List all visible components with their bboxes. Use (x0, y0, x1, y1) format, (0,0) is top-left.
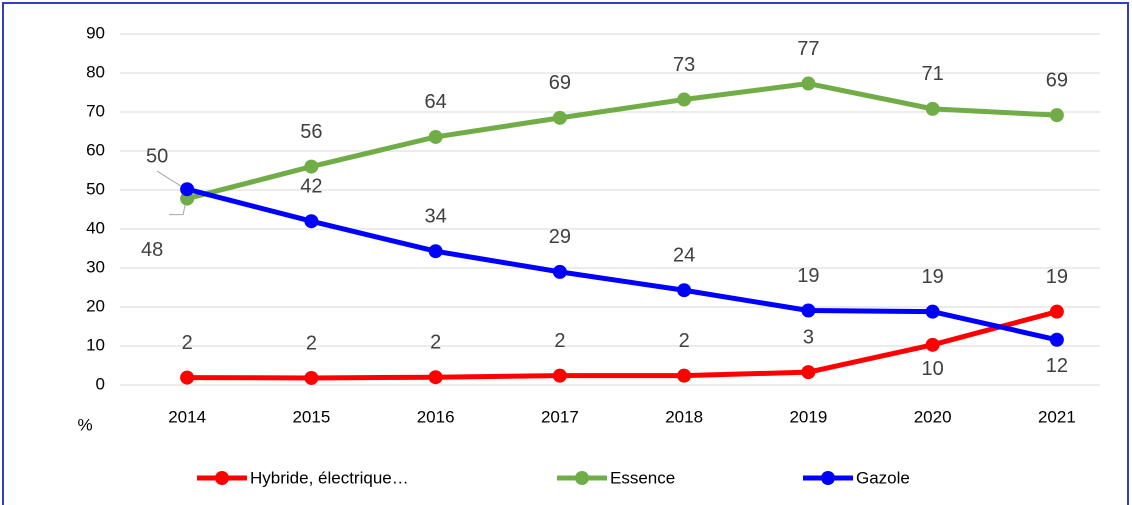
legend-label: Essence (610, 468, 675, 487)
series-line (186, 186, 1058, 343)
point (180, 182, 195, 197)
x-tick-label: 2020 (914, 407, 952, 426)
series-line (187, 309, 1058, 381)
data-label: 12 (1046, 355, 1068, 377)
point (428, 129, 443, 144)
leader-line (156, 170, 182, 187)
y-tick-label: 40 (86, 218, 105, 237)
leader-line (169, 204, 186, 216)
data-label: 50 (146, 146, 168, 168)
data-label: 19 (797, 265, 819, 287)
x-tick-label: 2014 (168, 407, 206, 426)
y-tick-label: 10 (86, 335, 105, 354)
x-tick-label: 2017 (541, 407, 579, 426)
data-label: 19 (1046, 266, 1068, 288)
y-tick-label: 20 (86, 296, 105, 315)
legend-marker (215, 471, 229, 485)
x-tick-label: 2019 (789, 407, 827, 426)
y-tick-label: 70 (86, 101, 105, 120)
point (1049, 108, 1064, 123)
point (677, 283, 692, 298)
legend-label: Hybride, électrique… (250, 468, 409, 487)
data-label: 2 (679, 330, 690, 352)
y-tick-label: 60 (86, 140, 105, 159)
data-label: 73 (673, 54, 695, 76)
point (552, 264, 567, 279)
y-tick-label: 80 (86, 62, 105, 81)
data-label: 71 (922, 63, 944, 85)
data-label: 77 (797, 38, 819, 60)
point (304, 214, 319, 229)
y-axis-label: % (77, 415, 92, 434)
data-label: 64 (425, 91, 447, 113)
point (801, 365, 816, 380)
legend-label: Gazole (856, 468, 910, 487)
point (677, 368, 692, 383)
legend-marker (821, 471, 835, 485)
data-label: 69 (549, 72, 571, 94)
data-label: 24 (673, 245, 695, 267)
point (428, 244, 443, 259)
point (925, 101, 940, 116)
data-label: 29 (549, 226, 571, 248)
series-line (186, 81, 1058, 202)
point (428, 370, 443, 385)
point (552, 110, 567, 125)
x-tick-label: 2018 (665, 407, 703, 426)
x-tick-label: 2015 (292, 407, 330, 426)
data-label: 3 (803, 326, 814, 348)
point (801, 303, 816, 318)
point (552, 368, 567, 383)
point (677, 92, 692, 107)
data-label: 48 (141, 239, 163, 261)
point (1049, 332, 1064, 347)
data-label: 69 (1046, 69, 1068, 91)
data-label: 56 (300, 121, 322, 143)
data-label: 34 (425, 206, 447, 228)
data-label: 2 (306, 332, 317, 354)
legend-marker (575, 471, 589, 485)
data-label: 10 (922, 358, 944, 380)
point (925, 337, 940, 352)
y-tick-label: 50 (86, 179, 105, 198)
y-tick-label: 30 (86, 257, 105, 276)
data-label: 42 (300, 175, 322, 197)
data-label: 2 (430, 331, 441, 353)
y-tick-label: 90 (86, 23, 105, 42)
point (925, 304, 940, 319)
x-tick-label: 2021 (1038, 407, 1076, 426)
point (1049, 304, 1064, 319)
data-label: 2 (554, 330, 565, 352)
y-tick-label: 0 (96, 374, 105, 393)
point (801, 76, 816, 91)
point (304, 370, 319, 385)
data-label: 19 (922, 266, 944, 288)
data-label: 2 (182, 332, 193, 354)
point (180, 370, 195, 385)
point (304, 159, 319, 174)
x-tick-label: 2016 (417, 407, 455, 426)
